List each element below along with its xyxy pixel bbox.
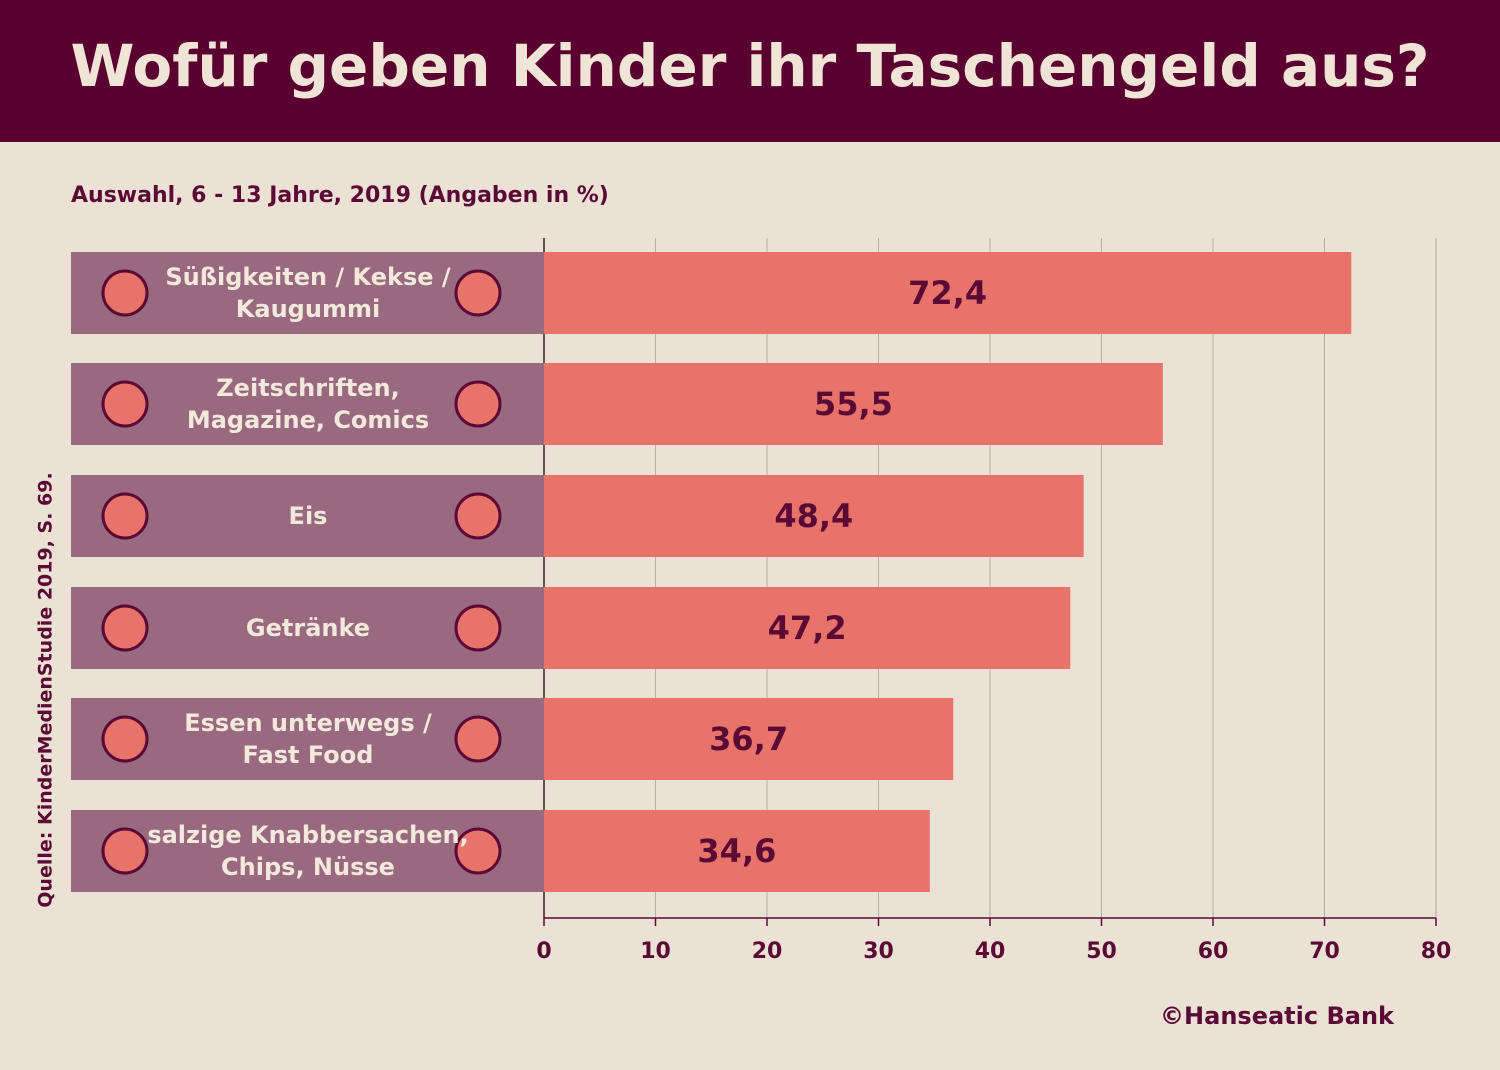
bar: [544, 810, 930, 892]
category-label: salzige Knabbersachen, Chips, Nüsse: [147, 821, 469, 881]
x-tick-label: 50: [1086, 939, 1117, 964]
value-label: 55,5: [814, 385, 893, 423]
bar: [544, 587, 1071, 669]
value-label: 48,4: [774, 497, 853, 535]
x-tick-label: 70: [1309, 939, 1340, 964]
bar: [544, 252, 1352, 334]
category-label: Eis: [288, 502, 328, 530]
x-tick-label: 60: [1198, 939, 1229, 964]
x-tick-label: 30: [863, 939, 894, 964]
icon: [101, 604, 149, 652]
x-tick-label: 20: [752, 939, 783, 964]
icon: [101, 492, 149, 540]
value-label: 36,7: [709, 720, 788, 758]
icon: [101, 380, 149, 428]
value-label: 72,4: [908, 274, 987, 312]
icon: [454, 604, 502, 652]
icon: [454, 380, 502, 428]
category-label: Zeitschriften, Magazine, Comics: [186, 374, 430, 434]
icon: [454, 492, 502, 540]
icon: [454, 715, 502, 763]
category-label: Essen unterwegs / Fast Food: [184, 709, 432, 769]
chart-title: Wofür geben Kinder ihr Taschengeld aus?: [70, 32, 1429, 100]
x-tick-label: 10: [640, 939, 671, 964]
x-tick-label: 80: [1421, 939, 1452, 964]
icon: [454, 269, 502, 317]
icon: [101, 827, 149, 875]
source: Quelle: KinderMedienStudie 2019, S. 69.: [35, 472, 57, 907]
bar: [544, 363, 1163, 445]
bar: [544, 698, 954, 780]
subtitle: Auswahl, 6 - 13 Jahre, 2019 (Angaben in …: [71, 183, 609, 208]
value-label: 47,2: [768, 609, 847, 647]
x-tick-label: 40: [975, 939, 1006, 964]
x-tick-label: 0: [536, 939, 551, 964]
credit: ©Hanseatic Bank: [1160, 1002, 1395, 1030]
icon: [101, 715, 149, 763]
category-label: Getränke: [245, 614, 371, 642]
icon: [101, 269, 149, 317]
bar: [544, 475, 1084, 557]
header-band: [0, 0, 1500, 142]
category-label: Süßigkeiten / Kekse / Kaugummi: [165, 263, 451, 323]
icon: [454, 827, 502, 875]
value-label: 34,6: [697, 832, 776, 870]
